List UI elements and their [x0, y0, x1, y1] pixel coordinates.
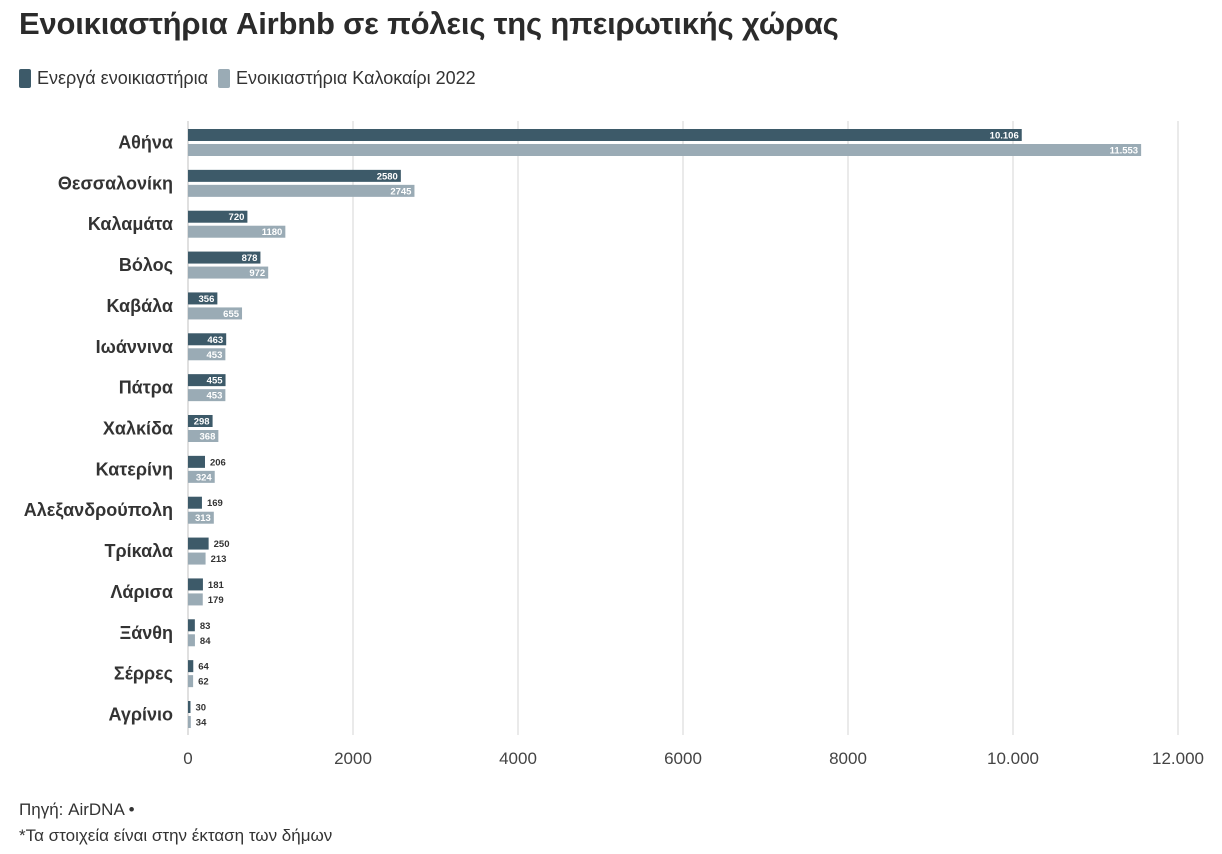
x-tick-label: 10.000: [987, 749, 1039, 768]
data-label: 1180: [262, 227, 283, 238]
bar: [188, 414, 213, 427]
category-label: Καλαμάτα: [88, 214, 173, 234]
source-note: Πηγή: AirDNA •: [19, 800, 135, 819]
bar: [188, 470, 215, 483]
chart-title: Ενοικιαστήρια Airbnb σε πόλεις της ηπειρ…: [19, 6, 839, 41]
bar: [188, 593, 203, 606]
data-label: 324: [196, 472, 213, 483]
category-label: Βόλος: [119, 255, 173, 275]
legend-label-active: Ενεργά ενοικιαστήρια: [37, 68, 208, 88]
category-label: Ξάνθη: [120, 623, 173, 643]
data-label: 463: [207, 335, 223, 346]
bar: [188, 307, 243, 320]
data-label: 64: [198, 662, 209, 673]
category-label: Ιωάννινα: [96, 337, 173, 357]
data-label: 62: [198, 677, 209, 688]
data-label: 250: [214, 539, 230, 550]
data-label: 878: [242, 253, 258, 264]
data-label: 655: [223, 309, 240, 320]
bar: [188, 675, 194, 688]
data-label: 298: [194, 416, 210, 427]
legend-label-summer: Ενοικιαστήρια Καλοκαίρι 2022: [236, 68, 476, 88]
data-label: 313: [195, 513, 211, 524]
category-label: Λάρισα: [110, 582, 173, 602]
data-label: 179: [208, 595, 224, 606]
category-label: Χαλκίδα: [103, 418, 173, 438]
bar: [188, 292, 218, 305]
x-tick-label: 6000: [664, 749, 702, 768]
footnote: *Τα στοιχεία είναι στην έκταση των δήμων: [19, 826, 333, 845]
bar: [188, 700, 191, 713]
data-label: 213: [211, 554, 227, 565]
bar: [188, 455, 205, 468]
legend: Ενεργά ενοικιαστήρια Ενοικιαστήρια Καλοκ…: [19, 68, 486, 89]
x-tick-label: 4000: [499, 749, 537, 768]
data-label: 356: [199, 294, 215, 305]
data-label: 453: [207, 391, 223, 402]
category-label: Καβάλα: [106, 296, 173, 316]
category-label: Σέρρες: [114, 664, 173, 684]
data-label: 720: [229, 212, 245, 223]
bar: [188, 374, 226, 387]
bar: [188, 266, 269, 279]
category-label: Αθήνα: [118, 133, 173, 153]
bar: [188, 429, 219, 442]
bar: [188, 251, 261, 264]
x-tick-label: 2000: [334, 749, 372, 768]
bar: [188, 537, 209, 550]
legend-swatch-active: [19, 69, 31, 88]
category-label: Αλεξανδρούπολη: [24, 500, 173, 521]
bar: [188, 634, 195, 647]
data-label: 181: [208, 580, 225, 591]
data-label: 972: [249, 268, 265, 279]
bar: [188, 389, 226, 402]
data-label: 2580: [377, 171, 398, 182]
category-label: Θεσσαλονίκη: [58, 173, 173, 193]
data-label: 2745: [390, 186, 412, 197]
bar: [188, 144, 1142, 156]
legend-swatch-summer: [218, 69, 230, 88]
bar: [188, 225, 286, 238]
category-label: Αγρίνιο: [109, 704, 174, 724]
x-tick-label: 8000: [829, 749, 867, 768]
data-label: 455: [207, 376, 224, 387]
data-label: 83: [200, 621, 211, 632]
bar: [188, 169, 401, 182]
data-label: 10.106: [990, 131, 1019, 142]
legend-item-summer: Ενοικιαστήρια Καλοκαίρι 2022: [218, 68, 476, 89]
bar: [188, 184, 415, 197]
data-label: 84: [200, 636, 211, 647]
category-label: Κατερίνη: [96, 459, 173, 479]
data-label: 169: [207, 498, 223, 509]
data-label: 206: [210, 457, 226, 468]
data-label: 368: [200, 431, 216, 442]
category-label: Πάτρα: [119, 378, 173, 398]
bar: [188, 210, 248, 223]
bar: [188, 619, 195, 632]
x-tick-label: 12.000: [1152, 749, 1204, 768]
bar: [188, 715, 191, 728]
category-label: Τρίκαλα: [105, 541, 174, 561]
bar: [188, 129, 1022, 141]
bar: [188, 552, 206, 565]
data-label: 34: [196, 717, 207, 728]
data-label: 11.553: [1110, 146, 1139, 157]
data-label: 30: [195, 702, 206, 713]
data-label: 453: [207, 350, 223, 361]
bar: [188, 348, 226, 361]
legend-item-active: Ενεργά ενοικιαστήρια: [19, 68, 208, 89]
bar: [188, 496, 202, 509]
bar: [188, 660, 194, 673]
x-tick-label: 0: [183, 749, 192, 768]
bar: [188, 511, 214, 524]
bar: [188, 333, 227, 346]
bar: [188, 578, 203, 591]
